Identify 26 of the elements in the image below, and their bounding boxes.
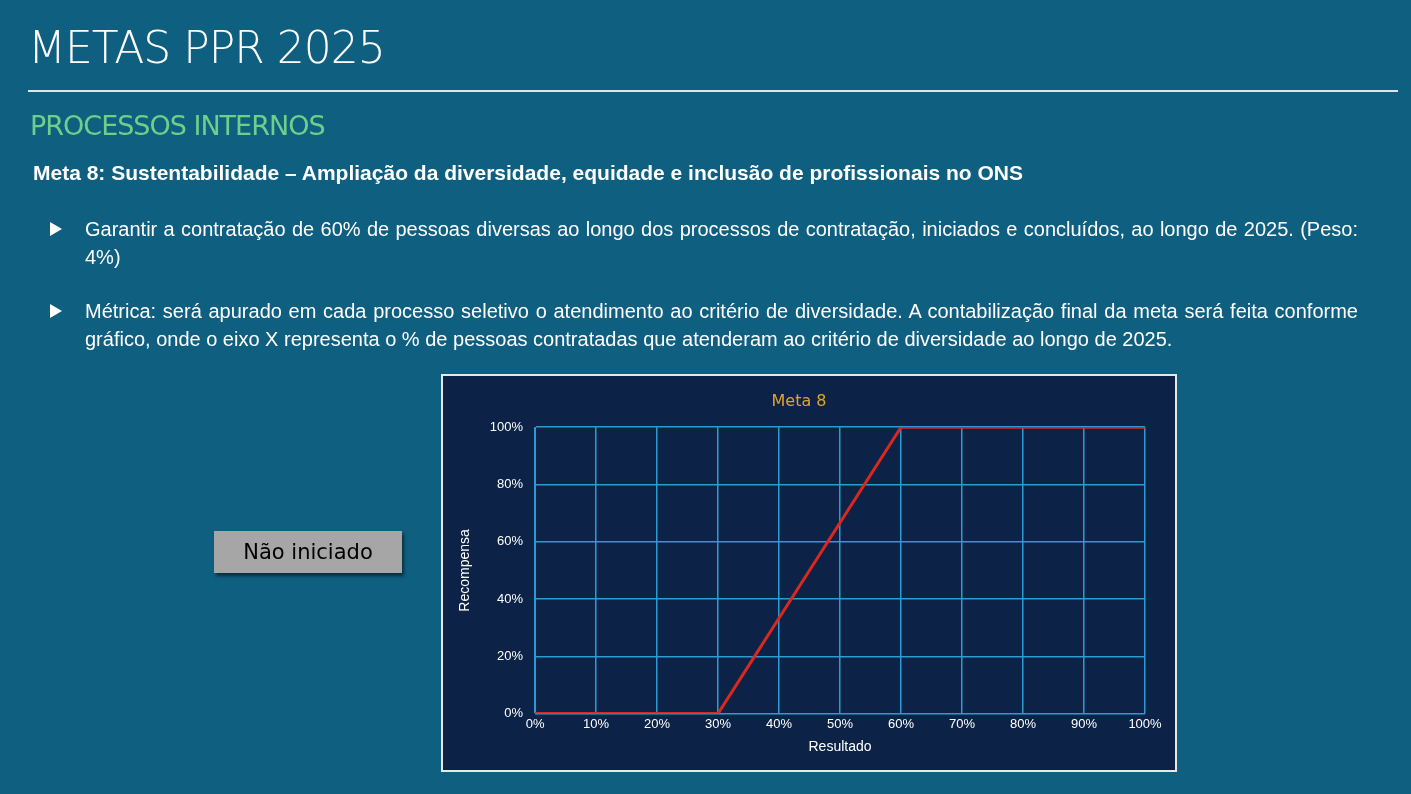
x-tick-label: 30% [705,715,732,731]
x-tick-label: 60% [888,715,915,731]
y-tick-label: 100% [489,418,524,434]
y-axis-title: Recompensa [456,528,473,612]
chart-title: Meta 8 [771,390,827,410]
x-tick-label: 0% [525,715,545,731]
y-tick-label: 40% [497,590,524,606]
x-tick-label: 20% [644,715,671,731]
y-tick-label: 80% [497,476,524,492]
x-tick-label: 70% [949,715,976,731]
y-tick-label: 20% [497,647,524,663]
y-tick-label: 60% [497,533,524,549]
x-tick-label: 80% [1009,715,1037,731]
text: Métrica: será apurado em cada processo seletivo o atendimento ao critério de diversidade. A contabilização final da meta será feita conforme gráfico, onde o eixo X representa o % de pessoas contratadas que atenderam ao critério de diversidade ao longo de 2025. [85,299,1358,352]
x-tick-label: 40% [766,715,793,731]
text: Não iniciado [214,531,402,573]
y-tick-label: 0% [504,705,524,721]
text: PROCESSOS INTERNOS [30,110,325,141]
x-tick-label: 90% [1070,715,1098,731]
text: Garantir a contratação de 60% de pessoas diversas ao longo dos processos de contratação, iniciados e concluídos, ao longo de 2025. (Peso: 4%) [85,217,1358,270]
text: METAS PPR 2025 [28,22,385,73]
text: Meta 8: Sustentabilidade – Ampliação da diversidade, equidade e inclusão de profissionais no ONS [33,161,1023,185]
x-axis-title: Resultado [808,738,872,755]
x-tick-label: 10% [583,715,610,731]
x-tick-label: 100% [1128,715,1163,731]
x-tick-label: 50% [827,715,854,731]
